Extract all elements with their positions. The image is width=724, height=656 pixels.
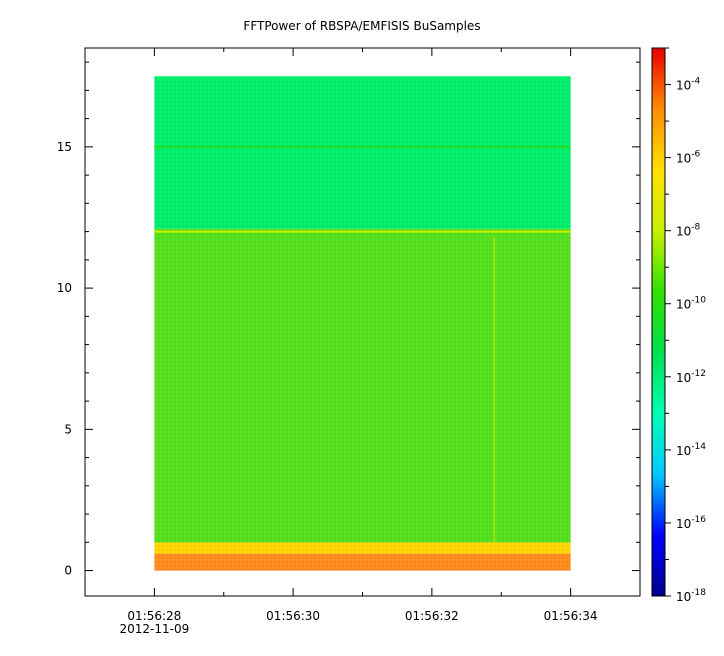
x-tick-label: 01:56:32 (405, 609, 459, 623)
colorbar (651, 47, 666, 597)
x-tick-label: 01:56:34 (544, 609, 598, 623)
colorbar-tick-label: 10-14 (676, 442, 706, 458)
y-tick-label: 5 (64, 422, 72, 436)
colorbar-tick-label: 10-10 (676, 296, 706, 312)
x-tick-label: 01:56:28 (127, 609, 181, 623)
spectrogram-texture (154, 76, 571, 571)
colorbar-tick-label: 10-4 (676, 77, 701, 93)
x-tick-sublabel: 2012-11-09 (120, 622, 190, 636)
chart-title: FFTPower of RBSPA/EMFISIS BuSamples (243, 19, 480, 33)
colorbar-tick-label: 10-8 (676, 223, 701, 239)
spectrogram-image (154, 76, 571, 571)
colorbar-tick-label: 10-12 (676, 369, 706, 385)
y-tick-label: 15 (57, 140, 72, 154)
colorbar-tick-label: 10-6 (676, 150, 701, 166)
colorbar-tick-label: 10-16 (676, 515, 706, 531)
y-tick-label: 0 (64, 564, 72, 578)
y-axis: 0 5 10 15 (57, 61, 640, 578)
colorbar-tick-label: 10-18 (676, 588, 706, 604)
x-tick-label: 01:56:30 (266, 609, 320, 623)
colorbar-axis: 10-18 10-16 10-14 10-12 10-10 10-8 10-6 10-4 (665, 47, 706, 604)
y-tick-label: 10 (57, 281, 72, 295)
